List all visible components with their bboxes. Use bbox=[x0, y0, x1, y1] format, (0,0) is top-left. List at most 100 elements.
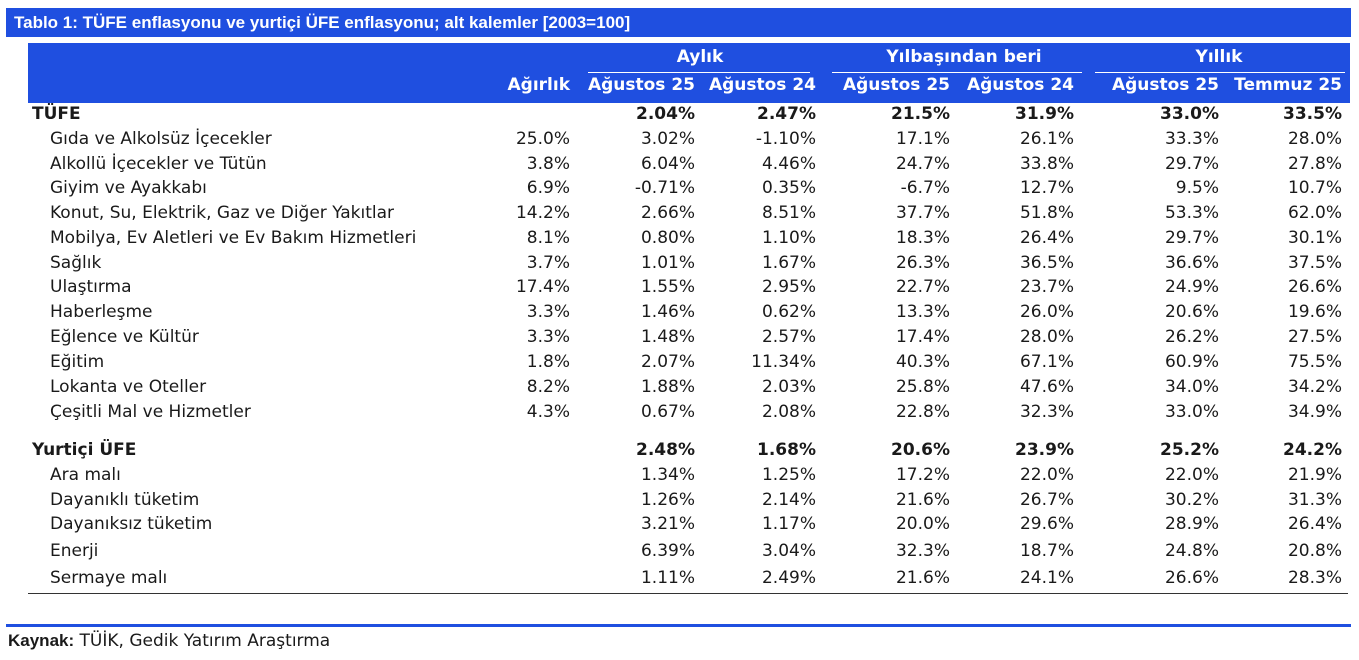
cell-annual-jul25: 62.0% bbox=[1287, 203, 1342, 223]
row-label: Alkollü İçecekler ve Tütün bbox=[50, 154, 267, 174]
cell-monthly-aug24: 2.47% bbox=[757, 104, 816, 124]
column-header-annual-jul25: Temmuz 25 bbox=[1234, 75, 1342, 95]
cell-monthly-aug25: 1.01% bbox=[640, 253, 695, 273]
group-underline-ytd bbox=[832, 72, 1082, 73]
cell-annual-jul25: 37.5% bbox=[1287, 253, 1342, 273]
cell-annual-jul25: 26.6% bbox=[1287, 277, 1342, 297]
cell-ytd-aug25: 13.3% bbox=[895, 302, 950, 322]
table-row: Alkollü İçecekler ve Tütün 3.8% 6.04% 4.… bbox=[28, 154, 1348, 178]
cell-monthly-aug24: 2.57% bbox=[761, 327, 816, 347]
cell-monthly-aug24: 1.68% bbox=[757, 440, 816, 460]
row-label: Yurtiçi ÜFE bbox=[32, 440, 137, 460]
cell-ytd-aug25: 21.6% bbox=[895, 568, 950, 588]
row-label: Eğlence ve Kültür bbox=[50, 327, 199, 347]
table-row: Sağlık 3.7% 1.01% 1.67% 26.3% 36.5% 36.6… bbox=[28, 253, 1348, 277]
cell-monthly-aug25: 1.34% bbox=[640, 465, 695, 485]
cell-ytd-aug24: 23.7% bbox=[1019, 277, 1074, 297]
table-row: Eğlence ve Kültür 3.3% 1.48% 2.57% 17.4%… bbox=[28, 327, 1348, 351]
cell-annual-jul25: 34.2% bbox=[1287, 377, 1342, 397]
cell-ytd-aug24: 29.6% bbox=[1019, 514, 1074, 534]
column-header-weight: Ağırlık bbox=[507, 75, 571, 95]
cell-annual-jul25: 19.6% bbox=[1287, 302, 1342, 322]
cell-annual-jul25: 33.5% bbox=[1283, 104, 1342, 124]
cell-ytd-aug24: 67.1% bbox=[1019, 352, 1074, 372]
table-row: Konut, Su, Elektrik, Gaz ve Diğer Yakıtl… bbox=[28, 203, 1348, 227]
cell-weight: 4.3% bbox=[526, 402, 570, 422]
row-label: Dayanıklı tüketim bbox=[50, 490, 200, 510]
group-header-annual: Yıllık bbox=[1195, 47, 1243, 67]
cell-ytd-aug25: 17.1% bbox=[895, 129, 950, 149]
cell-annual-jul25: 27.5% bbox=[1287, 327, 1342, 347]
cell-monthly-aug24: 11.34% bbox=[751, 352, 816, 372]
cell-weight: 3.8% bbox=[526, 154, 570, 174]
table-row: Dayanıksız tüketim 3.21% 1.17% 20.0% 29.… bbox=[28, 514, 1348, 538]
group-header-monthly: Aylık bbox=[676, 47, 724, 67]
cell-monthly-aug25: 3.02% bbox=[640, 129, 695, 149]
cell-ytd-aug25: 17.2% bbox=[895, 465, 950, 485]
row-label: Giyim ve Ayakkabı bbox=[50, 178, 207, 198]
cell-annual-aug25: 33.0% bbox=[1160, 104, 1219, 124]
cell-monthly-aug24: 2.08% bbox=[761, 402, 816, 422]
cell-monthly-aug25: 1.26% bbox=[640, 490, 695, 510]
cell-annual-aug25: 34.0% bbox=[1164, 377, 1219, 397]
table-row: Haberleşme 3.3% 1.46% 0.62% 13.3% 26.0% … bbox=[28, 302, 1348, 326]
cell-monthly-aug25: 1.48% bbox=[640, 327, 695, 347]
table-row: Lokanta ve Oteller 8.2% 1.88% 2.03% 25.8… bbox=[28, 377, 1348, 401]
table-row-ufe-total: Yurtiçi ÜFE 2.48% 1.68% 20.6% 23.9% 25.2… bbox=[28, 440, 1348, 464]
cell-ytd-aug24: 26.1% bbox=[1019, 129, 1074, 149]
cell-monthly-aug24: 2.49% bbox=[761, 568, 816, 588]
table-row: Gıda ve Alkolsüz İçecekler 25.0% 3.02% -… bbox=[28, 129, 1348, 153]
row-label: Sağlık bbox=[50, 253, 102, 273]
cell-annual-aug25: 36.6% bbox=[1164, 253, 1219, 273]
cell-weight: 3.7% bbox=[526, 253, 570, 273]
cell-ytd-aug25: 24.7% bbox=[895, 154, 950, 174]
cell-annual-jul25: 27.8% bbox=[1287, 154, 1342, 174]
cell-ytd-aug25: 21.5% bbox=[891, 104, 950, 124]
cell-monthly-aug25: 1.46% bbox=[640, 302, 695, 322]
cell-ytd-aug25: 32.3% bbox=[895, 541, 950, 561]
source-prefix: Kaynak: bbox=[8, 631, 75, 650]
cell-annual-aug25: 24.9% bbox=[1164, 277, 1219, 297]
cell-ytd-aug25: 25.8% bbox=[895, 377, 950, 397]
row-label: Enerji bbox=[50, 541, 99, 561]
cell-annual-jul25: 75.5% bbox=[1287, 352, 1342, 372]
row-label: Lokanta ve Oteller bbox=[50, 377, 207, 397]
row-label: Dayanıksız tüketim bbox=[50, 514, 213, 534]
cell-monthly-aug24: 1.10% bbox=[761, 228, 816, 248]
cell-ytd-aug24: 32.3% bbox=[1019, 402, 1074, 422]
table-row: Dayanıklı tüketim 1.26% 2.14% 21.6% 26.7… bbox=[28, 490, 1348, 514]
cell-monthly-aug25: 1.88% bbox=[640, 377, 695, 397]
cell-annual-aug25: 9.5% bbox=[1175, 178, 1219, 198]
table-row: Ara malı 1.34% 1.25% 17.2% 22.0% 22.0% 2… bbox=[28, 465, 1348, 489]
cell-monthly-aug24: -1.10% bbox=[755, 129, 816, 149]
cell-monthly-aug24: 1.67% bbox=[761, 253, 816, 273]
cell-monthly-aug24: 0.35% bbox=[761, 178, 816, 198]
cell-monthly-aug25: 0.80% bbox=[640, 228, 695, 248]
cell-annual-aug25: 24.8% bbox=[1164, 541, 1219, 561]
cell-monthly-aug25: 3.21% bbox=[640, 514, 695, 534]
row-label: Gıda ve Alkolsüz İçecekler bbox=[50, 129, 272, 149]
cell-annual-jul25: 26.4% bbox=[1287, 514, 1342, 534]
row-label: Haberleşme bbox=[50, 302, 153, 322]
cell-annual-jul25: 30.1% bbox=[1287, 228, 1342, 248]
table-row: Çeşitli Mal ve Hizmetler 4.3% 0.67% 2.08… bbox=[28, 402, 1348, 426]
cell-ytd-aug25: 26.3% bbox=[895, 253, 950, 273]
row-label: Eğitim bbox=[50, 352, 105, 372]
cell-ytd-aug24: 26.0% bbox=[1019, 302, 1074, 322]
cell-annual-jul25: 20.8% bbox=[1287, 541, 1342, 561]
cell-annual-jul25: 28.0% bbox=[1287, 129, 1342, 149]
cell-monthly-aug24: 0.62% bbox=[761, 302, 816, 322]
row-label: Ulaştırma bbox=[50, 277, 132, 297]
column-header-annual-aug25: Ağustos 25 bbox=[1111, 75, 1219, 95]
cell-monthly-aug25: 2.04% bbox=[636, 104, 695, 124]
cell-ytd-aug24: 47.6% bbox=[1019, 377, 1074, 397]
cell-ytd-aug24: 18.7% bbox=[1019, 541, 1074, 561]
column-header-monthly-aug24: Ağustos 24 bbox=[708, 75, 816, 95]
cell-annual-aug25: 29.7% bbox=[1164, 228, 1219, 248]
cell-annual-jul25: 34.9% bbox=[1287, 402, 1342, 422]
cell-monthly-aug25: 0.67% bbox=[640, 402, 695, 422]
table-row: Enerji 6.39% 3.04% 32.3% 18.7% 24.8% 20.… bbox=[28, 541, 1348, 565]
cell-monthly-aug25: 2.07% bbox=[640, 352, 695, 372]
cell-ytd-aug24: 22.0% bbox=[1019, 465, 1074, 485]
cell-monthly-aug24: 8.51% bbox=[761, 203, 816, 223]
